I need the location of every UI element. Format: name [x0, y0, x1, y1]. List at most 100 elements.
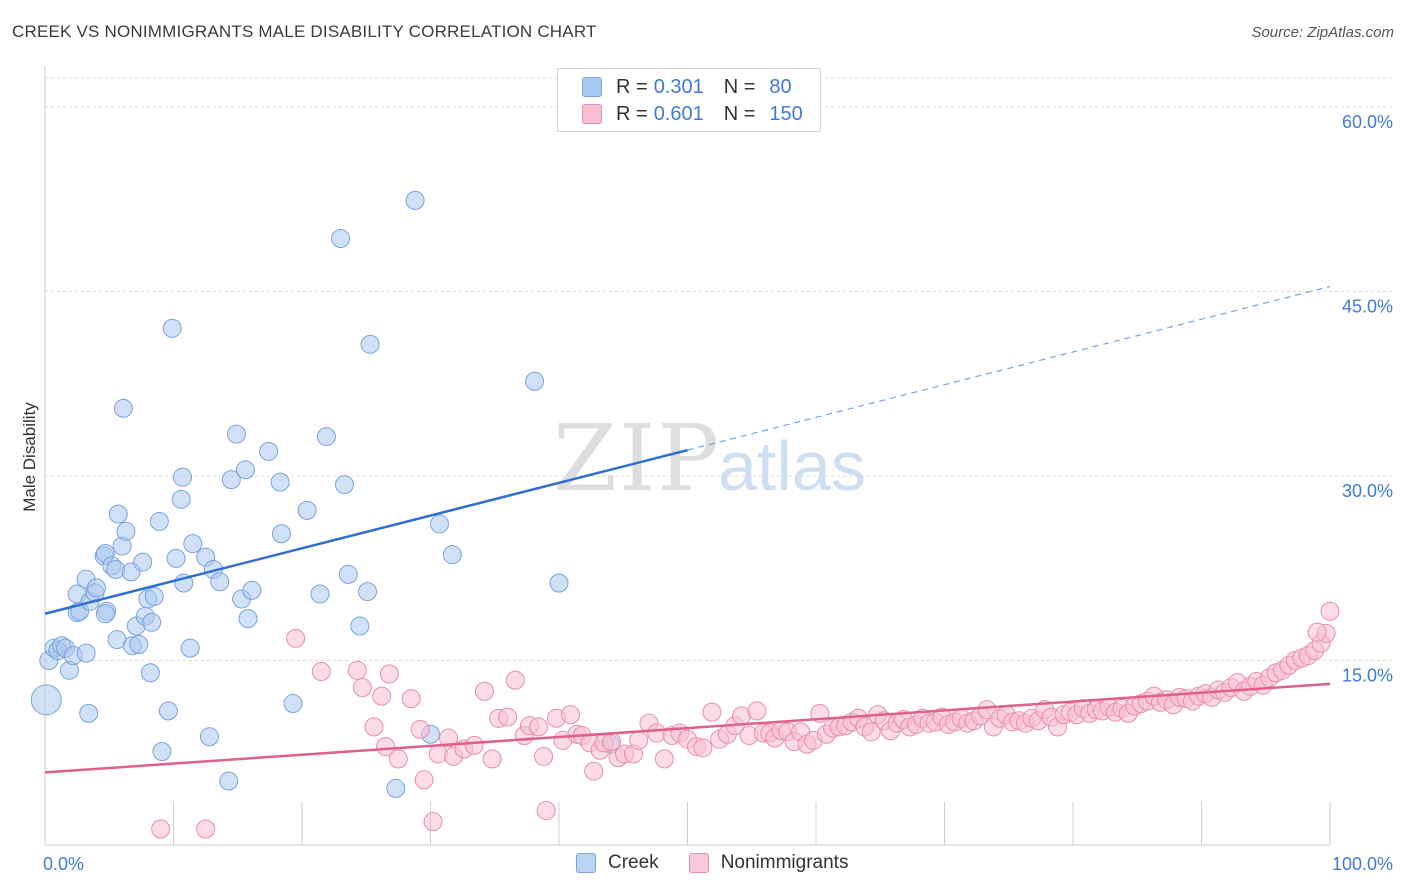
legend-row-creek: R = 0.301 N = 80 — [582, 75, 792, 99]
point-creek — [158, 701, 178, 721]
point-creek — [242, 580, 262, 600]
point-creek — [331, 229, 351, 249]
point-creek — [162, 318, 182, 338]
stats-legend: R = 0.301 N = 80 R = 0.601 N = 150 — [557, 68, 821, 132]
legend-swatch-nonimmigrants — [582, 104, 602, 124]
series-legend-creek[interactable]: Creek — [576, 852, 659, 874]
point-nonimmigrants — [702, 702, 722, 722]
series-swatch-creek — [576, 853, 596, 873]
point-creek — [86, 578, 106, 598]
trendline-creek-extension — [687, 285, 1331, 451]
point-creek — [549, 573, 569, 593]
point-creek — [316, 427, 336, 447]
series-legend-nonimmigrants[interactable]: Nonimmigrants — [688, 852, 849, 874]
point-creek — [79, 703, 99, 723]
point-creek — [180, 638, 200, 658]
series-label-nonimmigrants: Nonimmigrants — [720, 852, 849, 873]
legend-r-value: 0.601 — [653, 102, 704, 125]
point-nonimmigrants — [474, 681, 494, 701]
point-nonimmigrants — [379, 664, 399, 684]
point-creek — [358, 582, 378, 602]
point-creek — [405, 190, 425, 210]
point-nonimmigrants — [534, 746, 554, 766]
y-tick-label: 15.0% — [1342, 665, 1393, 685]
point-creek — [183, 534, 203, 554]
legend-n-value: 150 — [769, 102, 803, 125]
point-creek — [235, 460, 255, 480]
legend-row-nonimmigrants: R = 0.601 N = 150 — [582, 102, 803, 126]
point-creek — [226, 424, 246, 444]
y-axis-label: Male Disability — [20, 402, 39, 512]
series-swatch-nonimmigrants — [688, 853, 709, 873]
x-tick-label: 100.0% — [1332, 854, 1393, 874]
point-creek — [199, 727, 219, 747]
point-creek — [259, 441, 279, 461]
point-nonimmigrants — [482, 749, 502, 769]
point-nonimmigrants — [347, 660, 367, 680]
point-creek — [108, 504, 128, 524]
legend-n-label: N = — [723, 75, 756, 98]
point-creek — [350, 616, 370, 636]
point-creek — [129, 634, 149, 654]
point-nonimmigrants — [286, 628, 306, 648]
legend-r-label: R = — [616, 75, 648, 98]
point-creek — [30, 684, 62, 716]
point-nonimmigrants — [464, 735, 484, 755]
point-creek — [429, 514, 449, 534]
point-creek — [310, 584, 330, 604]
point-nonimmigrants — [505, 670, 525, 690]
point-nonimmigrants — [311, 662, 331, 682]
point-creek — [283, 694, 303, 714]
point-creek — [442, 545, 462, 565]
point-creek — [172, 467, 192, 487]
point-creek — [360, 334, 380, 354]
point-nonimmigrants — [561, 705, 581, 725]
trendline-nonimmigrants — [44, 682, 1331, 774]
point-creek — [270, 472, 290, 492]
watermark-atlas: atlas — [718, 427, 866, 505]
point-creek — [116, 521, 136, 541]
point-nonimmigrants — [388, 749, 408, 769]
point-nonimmigrants — [1320, 601, 1340, 621]
point-creek — [166, 548, 186, 568]
point-nonimmigrants — [584, 761, 604, 781]
point-creek — [113, 398, 133, 418]
watermark-zip: ZIP — [553, 405, 721, 512]
point-nonimmigrants — [414, 770, 434, 790]
point-nonimmigrants — [438, 728, 458, 748]
point-creek — [338, 564, 358, 584]
point-nonimmigrants — [372, 686, 392, 706]
point-nonimmigrants — [747, 701, 767, 721]
point-creek — [152, 742, 172, 762]
point-nonimmigrants — [654, 749, 674, 769]
legend-n-value: 80 — [769, 75, 792, 98]
series-legend: Creek Nonimmigrants — [576, 852, 878, 874]
point-nonimmigrants — [151, 819, 171, 839]
legend-r-value: 0.301 — [653, 75, 704, 98]
legend-r-label: R = — [616, 102, 648, 125]
point-creek — [95, 604, 115, 624]
point-nonimmigrants — [861, 722, 881, 742]
point-nonimmigrants — [196, 819, 216, 839]
point-creek — [133, 552, 153, 572]
point-nonimmigrants — [352, 678, 372, 698]
point-creek — [210, 572, 230, 592]
y-tick-label: 30.0% — [1342, 481, 1393, 501]
point-nonimmigrants — [693, 738, 713, 758]
point-creek — [334, 475, 354, 495]
point-creek — [149, 511, 169, 531]
legend-n-label: N = — [723, 102, 756, 125]
legend-swatch-creek — [582, 77, 602, 97]
y-tick-label: 60.0% — [1342, 112, 1393, 132]
series-label-creek: Creek — [608, 852, 659, 873]
trendline-creek — [44, 448, 688, 615]
point-nonimmigrants — [423, 812, 443, 832]
point-creek — [144, 587, 164, 607]
point-creek — [76, 643, 96, 663]
point-creek — [219, 771, 239, 791]
point-nonimmigrants — [1307, 622, 1327, 642]
point-nonimmigrants — [376, 737, 396, 757]
chart-title: CREEK VS NONIMMIGRANTS MALE DISABILITY C… — [12, 22, 597, 41]
point-nonimmigrants — [401, 689, 421, 709]
